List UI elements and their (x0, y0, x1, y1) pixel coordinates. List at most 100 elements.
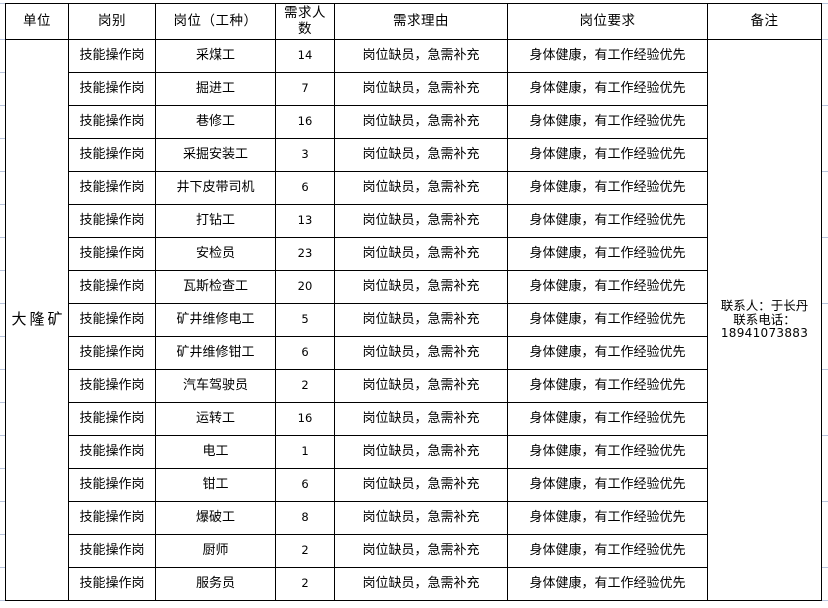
cell-post: 服务员 (155, 567, 276, 601)
cell-kind: 技能操作岗 (68, 270, 156, 304)
cell-post: 采掘安装工 (155, 138, 276, 172)
recruitment-requirements-table: 单位 岗别 岗位（工种） 需求人数 需求理由 岗位要求 备注 大隆矿 技能操作岗采… (5, 3, 822, 601)
column-header-kind: 岗别 (68, 3, 156, 40)
table-row: 技能操作岗 采掘安装工 3 岗位缺员，急需补充 身体健康，有工作经验优先 (6, 138, 822, 172)
cell-kind: 技能操作岗 (68, 402, 156, 436)
cell-kind: 技能操作岗 (68, 204, 156, 238)
cell-post: 钳工 (155, 468, 276, 502)
cell-reason: 岗位缺员，急需补充 (334, 369, 508, 403)
cell-post: 采煤工 (155, 39, 276, 73)
cell-count: 2 (275, 369, 335, 403)
cell-reason: 岗位缺员，急需补充 (334, 204, 508, 238)
cell-count: 13 (275, 204, 335, 238)
table-row: 技能操作岗 巷修工 16 岗位缺员，急需补充 身体健康，有工作经验优先 (6, 105, 822, 139)
cell-req: 身体健康，有工作经验优先 (507, 468, 708, 502)
cell-kind: 技能操作岗 (68, 39, 156, 73)
cell-count: 16 (275, 402, 335, 436)
contact-phone-number: 18941073883 (720, 326, 809, 341)
table-row: 技能操作岗 厨师 2 岗位缺员，急需补充 身体健康，有工作经验优先 (6, 534, 822, 568)
column-header-requirement: 岗位要求 (507, 3, 708, 40)
cell-unit: 大隆矿 (5, 39, 69, 601)
cell-req: 身体健康，有工作经验优先 (507, 204, 708, 238)
cell-kind: 技能操作岗 (68, 105, 156, 139)
cell-req: 身体健康，有工作经验优先 (507, 171, 708, 205)
cell-kind: 技能操作岗 (68, 369, 156, 403)
table-row: 技能操作岗 汽车驾驶员 2 岗位缺员，急需补充 身体健康，有工作经验优先 (6, 369, 822, 403)
cell-req: 身体健康，有工作经验优先 (507, 501, 708, 535)
cell-req: 身体健康，有工作经验优先 (507, 435, 708, 469)
cell-kind: 技能操作岗 (68, 468, 156, 502)
cell-count: 20 (275, 270, 335, 304)
cell-count: 5 (275, 303, 335, 337)
cell-kind: 技能操作岗 (68, 138, 156, 172)
cell-kind: 技能操作岗 (68, 237, 156, 271)
cell-count: 16 (275, 105, 335, 139)
cell-count: 2 (275, 534, 335, 568)
cell-post: 安检员 (155, 237, 276, 271)
cell-count: 2 (275, 567, 335, 601)
cell-kind: 技能操作岗 (68, 72, 156, 106)
cell-reason: 岗位缺员，急需补充 (334, 237, 508, 271)
cell-reason: 岗位缺员，急需补充 (334, 171, 508, 205)
column-header-count: 需求人数 (275, 3, 335, 40)
cell-req: 身体健康，有工作经验优先 (507, 402, 708, 436)
cell-note-contact: 联系人：于长丹 联系电话： 18941073883 (707, 39, 822, 601)
table-row: 技能操作岗 瓦斯检查工 20 岗位缺员，急需补充 身体健康，有工作经验优先 (6, 270, 822, 304)
cell-reason: 岗位缺员，急需补充 (334, 435, 508, 469)
cell-kind: 技能操作岗 (68, 303, 156, 337)
cell-count: 6 (275, 468, 335, 502)
column-header-note: 备注 (707, 3, 822, 40)
cell-req: 身体健康，有工作经验优先 (507, 72, 708, 106)
cell-kind: 技能操作岗 (68, 567, 156, 601)
cell-reason: 岗位缺员，急需补充 (334, 138, 508, 172)
table-row: 技能操作岗 爆破工 8 岗位缺员，急需补充 身体健康，有工作经验优先 (6, 501, 822, 535)
table-row: 技能操作岗 服务员 2 岗位缺员，急需补充 身体健康，有工作经验优先 (6, 567, 822, 601)
cell-count: 1 (275, 435, 335, 469)
column-header-unit: 单位 (5, 3, 69, 40)
cell-count: 6 (275, 171, 335, 205)
cell-count: 3 (275, 138, 335, 172)
table-row: 技能操作岗 矿井维修钳工 6 岗位缺员，急需补充 身体健康，有工作经验优先 (6, 336, 822, 370)
cell-reason: 岗位缺员，急需补充 (334, 39, 508, 73)
contact-person: 联系人：于长丹 (720, 297, 809, 313)
cell-reason: 岗位缺员，急需补充 (334, 270, 508, 304)
cell-count: 23 (275, 237, 335, 271)
cell-reason: 岗位缺员，急需补充 (334, 501, 508, 535)
cell-post: 瓦斯检查工 (155, 270, 276, 304)
cell-post: 厨师 (155, 534, 276, 568)
cell-post: 巷修工 (155, 105, 276, 139)
cell-req: 身体健康，有工作经验优先 (507, 336, 708, 370)
cell-post: 矿井维修钳工 (155, 336, 276, 370)
cell-post: 爆破工 (155, 501, 276, 535)
cell-reason: 岗位缺员，急需补充 (334, 567, 508, 601)
table-row: 技能操作岗 电工 1 岗位缺员，急需补充 身体健康，有工作经验优先 (6, 435, 822, 469)
cell-kind: 技能操作岗 (68, 435, 156, 469)
cell-count: 7 (275, 72, 335, 106)
table-row: 技能操作岗 安检员 23 岗位缺员，急需补充 身体健康，有工作经验优先 (6, 237, 822, 271)
cell-req: 身体健康，有工作经验优先 (507, 567, 708, 601)
cell-count: 8 (275, 501, 335, 535)
cell-kind: 技能操作岗 (68, 534, 156, 568)
cell-post: 打钻工 (155, 204, 276, 238)
cell-post: 运转工 (155, 402, 276, 436)
cell-reason: 岗位缺员，急需补充 (334, 72, 508, 106)
table-row: 技能操作岗 矿井维修电工 5 岗位缺员，急需补充 身体健康，有工作经验优先 (6, 303, 822, 337)
cell-kind: 技能操作岗 (68, 501, 156, 535)
cell-kind: 技能操作岗 (68, 336, 156, 370)
table-row: 技能操作岗 运转工 16 岗位缺员，急需补充 身体健康，有工作经验优先 (6, 402, 822, 436)
cell-req: 身体健康，有工作经验优先 (507, 105, 708, 139)
cell-req: 身体健康，有工作经验优先 (507, 39, 708, 73)
table-header: 单位 岗别 岗位（工种） 需求人数 需求理由 岗位要求 备注 (5, 3, 822, 40)
cell-req: 身体健康，有工作经验优先 (507, 534, 708, 568)
table-row: 技能操作岗 井下皮带司机 6 岗位缺员，急需补充 身体健康，有工作经验优先 (6, 171, 822, 205)
cell-post: 掘进工 (155, 72, 276, 106)
cell-kind: 技能操作岗 (68, 171, 156, 205)
cell-req: 身体健康，有工作经验优先 (507, 237, 708, 271)
table-row: 大隆矿 技能操作岗 采煤工 14 岗位缺员，急需补充 身体健康，有工作经验优先 联系人：于长… (5, 39, 822, 601)
column-header-post: 岗位（工种） (155, 3, 276, 40)
table-row: 技能操作岗 掘进工 7 岗位缺员，急需补充 身体健康，有工作经验优先 (6, 72, 822, 106)
cell-reason: 岗位缺员，急需补充 (334, 105, 508, 139)
cell-reason: 岗位缺员，急需补充 (334, 468, 508, 502)
cell-req: 身体健康，有工作经验优先 (507, 369, 708, 403)
